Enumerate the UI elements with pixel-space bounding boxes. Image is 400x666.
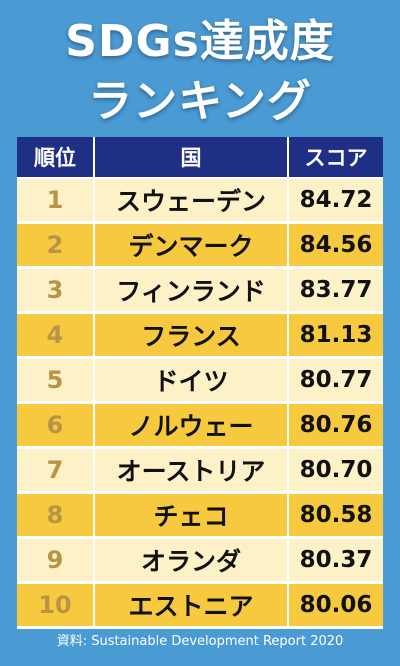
country-cell: フィンランド	[93, 269, 289, 311]
country-cell: ノルウェー	[93, 404, 289, 446]
rank-cell: 6	[46, 411, 64, 439]
score-cell: 80.76	[299, 412, 373, 438]
rank-cell: 3	[46, 276, 64, 304]
table-row: 8 チェコ 80.58	[17, 494, 383, 539]
rank-cell: 10	[38, 591, 72, 619]
header-country: 国	[93, 137, 289, 177]
rank-cell: 5	[46, 366, 64, 394]
score-cell: 80.77	[299, 367, 373, 393]
score-cell: 84.72	[299, 187, 373, 213]
rank-cell: 1	[46, 186, 64, 214]
score-cell: 83.77	[299, 277, 373, 303]
table-header: 順位 国 スコア	[17, 137, 383, 179]
table-row: 9 オランダ 80.37	[17, 539, 383, 584]
score-cell: 84.56	[299, 232, 373, 258]
table-row: 6 ノルウェー 80.76	[17, 404, 383, 449]
table-row: 1 スウェーデン 84.72	[17, 179, 383, 224]
score-cell: 80.37	[299, 547, 373, 573]
score-cell: 81.13	[299, 322, 373, 348]
ranking-table: 順位 国 スコア 1 スウェーデン 84.72 2 デンマーク 84.56 3 …	[17, 137, 383, 629]
rank-cell: 9	[46, 546, 64, 574]
page-title: SDGs達成度	[65, 16, 335, 67]
page-subtitle: ランキング	[88, 76, 312, 127]
rank-cell: 4	[46, 321, 64, 349]
table-row: 4 フランス 81.13	[17, 314, 383, 359]
header-rank: 順位	[34, 146, 76, 170]
country-cell: オランダ	[93, 539, 289, 581]
country-cell: ドイツ	[93, 359, 289, 401]
country-cell: オーストリア	[93, 449, 289, 491]
rank-cell: 7	[46, 456, 64, 484]
country-cell: スウェーデン	[93, 179, 289, 221]
country-cell: フランス	[93, 314, 289, 356]
table-row: 10 エストニア 80.06	[17, 584, 383, 629]
score-cell: 80.58	[299, 502, 373, 528]
table-row: 7 オーストリア 80.70	[17, 449, 383, 494]
header-score: スコア	[304, 146, 368, 170]
source-note: 資料: Sustainable Development Report 2020	[56, 634, 344, 649]
score-cell: 80.06	[299, 592, 373, 618]
table-row: 3 フィンランド 83.77	[17, 269, 383, 314]
country-cell: エストニア	[93, 584, 289, 626]
table-row: 2 デンマーク 84.56	[17, 224, 383, 269]
rank-cell: 2	[46, 231, 64, 259]
table-row: 5 ドイツ 80.77	[17, 359, 383, 404]
country-cell: デンマーク	[93, 224, 289, 266]
rank-cell: 8	[46, 501, 64, 529]
score-cell: 80.70	[299, 457, 373, 483]
country-cell: チェコ	[93, 494, 289, 536]
